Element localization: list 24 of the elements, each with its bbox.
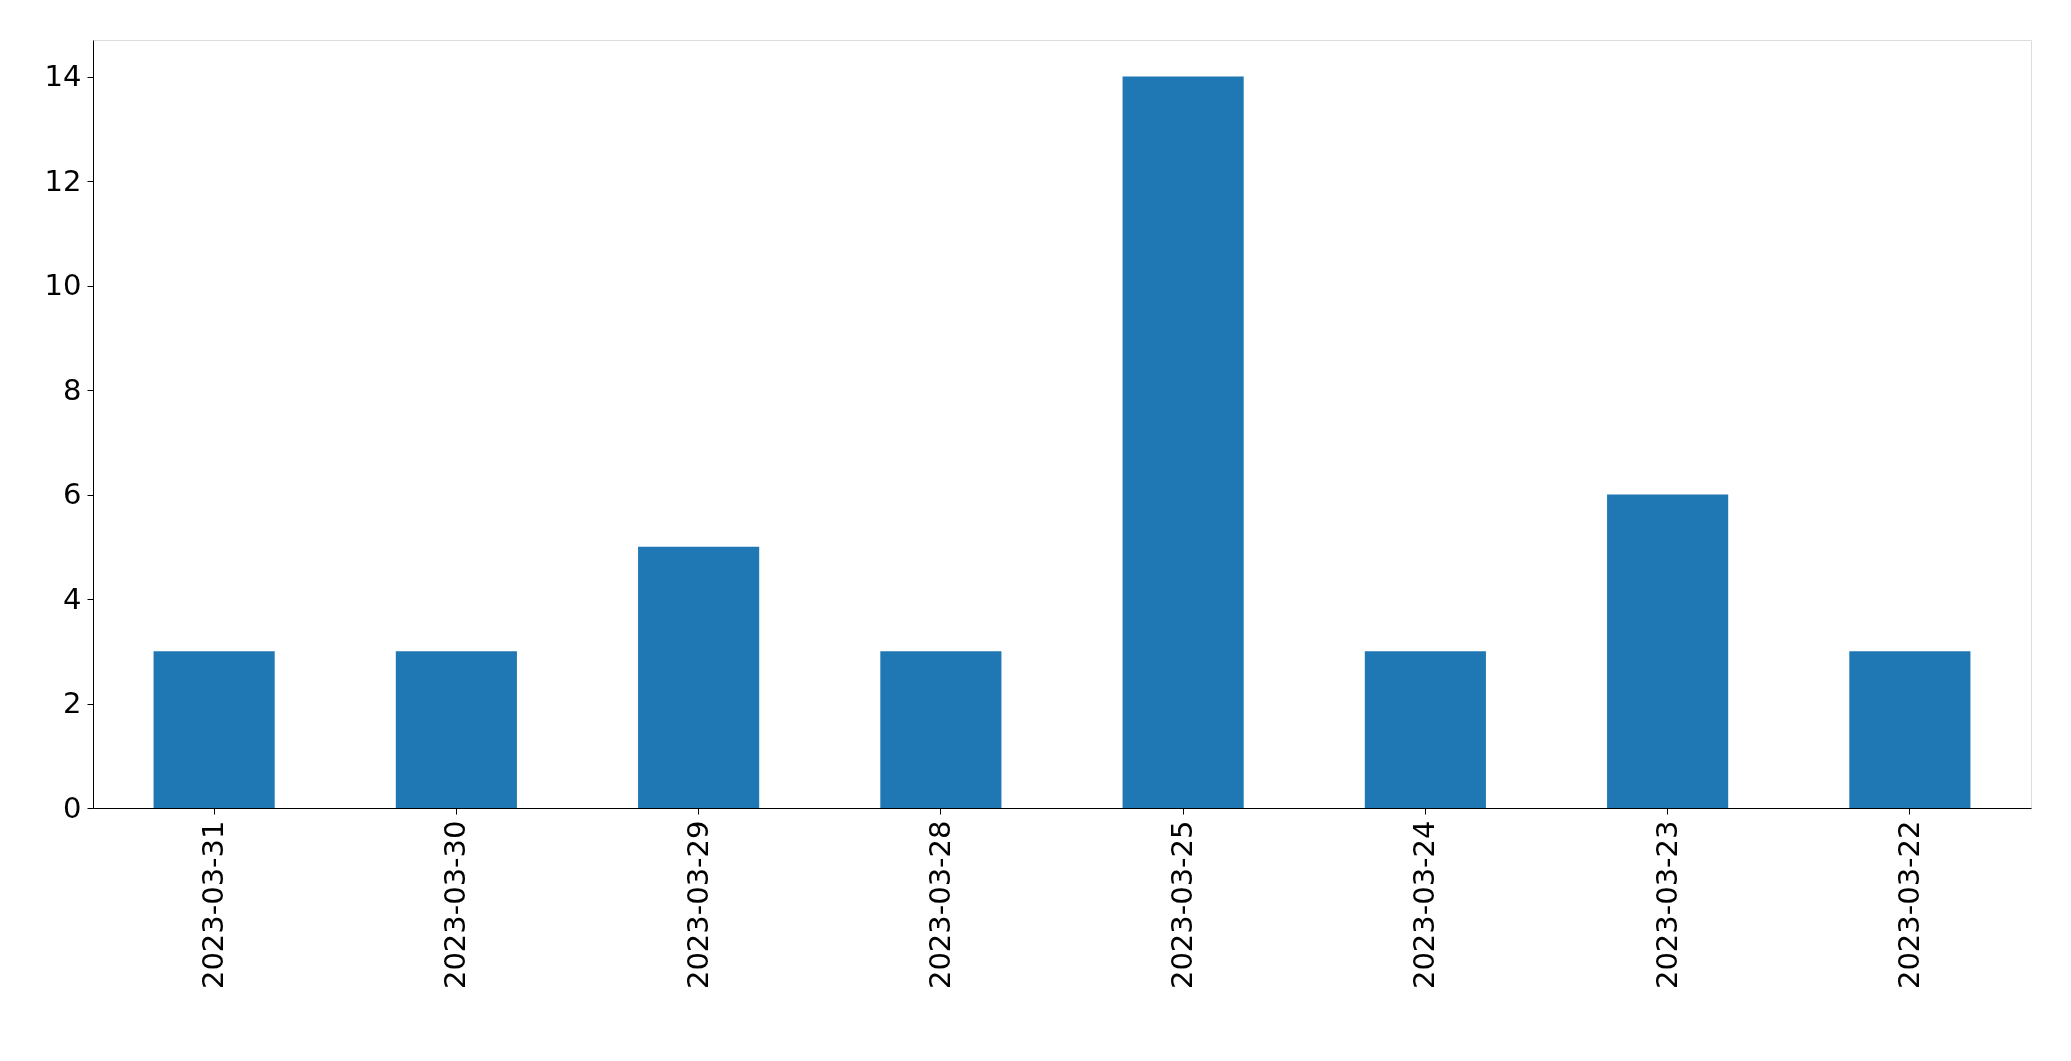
x-tick-label: 2023-03-22	[1891, 820, 1926, 990]
bar	[1849, 651, 1971, 808]
bar	[395, 651, 517, 808]
x-tick-label: 2023-03-23	[1649, 820, 1684, 990]
y-tick-label: 10	[44, 268, 82, 303]
bar	[1364, 651, 1486, 808]
x-tick-label: 2023-03-25	[1165, 820, 1200, 990]
bar	[880, 651, 1002, 808]
bar	[1122, 76, 1244, 808]
y-tick-label: 0	[63, 790, 82, 825]
x-tick-label: 2023-03-31	[196, 820, 231, 990]
bar	[153, 651, 275, 808]
y-tick-label: 2	[63, 686, 82, 721]
y-tick-label: 14	[44, 59, 82, 94]
bar	[1607, 494, 1729, 808]
y-tick-label: 6	[63, 477, 82, 512]
y-tick-label: 4	[63, 581, 82, 616]
y-tick-label: 12	[44, 163, 82, 198]
x-tick-label: 2023-03-30	[438, 820, 473, 990]
x-tick-label: 2023-03-28	[922, 820, 957, 990]
x-tick-label: 2023-03-29	[680, 820, 715, 990]
bar	[638, 546, 760, 808]
x-tick-label: 2023-03-24	[1407, 820, 1442, 990]
y-tick-label: 8	[63, 372, 82, 407]
